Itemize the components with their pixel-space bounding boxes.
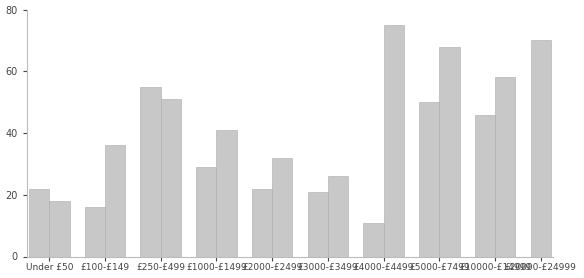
Bar xyxy=(105,145,126,257)
Bar xyxy=(217,130,237,257)
Bar xyxy=(252,188,272,257)
Bar xyxy=(495,78,516,257)
Bar xyxy=(363,223,384,257)
Bar xyxy=(85,207,105,257)
Bar xyxy=(439,47,460,257)
Bar xyxy=(531,40,551,257)
Bar xyxy=(49,201,69,257)
Bar xyxy=(272,158,293,257)
Bar xyxy=(308,192,328,257)
Bar xyxy=(384,25,404,257)
Bar xyxy=(141,87,161,257)
Bar xyxy=(419,102,439,257)
Bar xyxy=(161,99,181,257)
Bar xyxy=(475,115,495,257)
Bar xyxy=(29,188,49,257)
Bar xyxy=(328,176,348,257)
Bar xyxy=(196,167,217,257)
